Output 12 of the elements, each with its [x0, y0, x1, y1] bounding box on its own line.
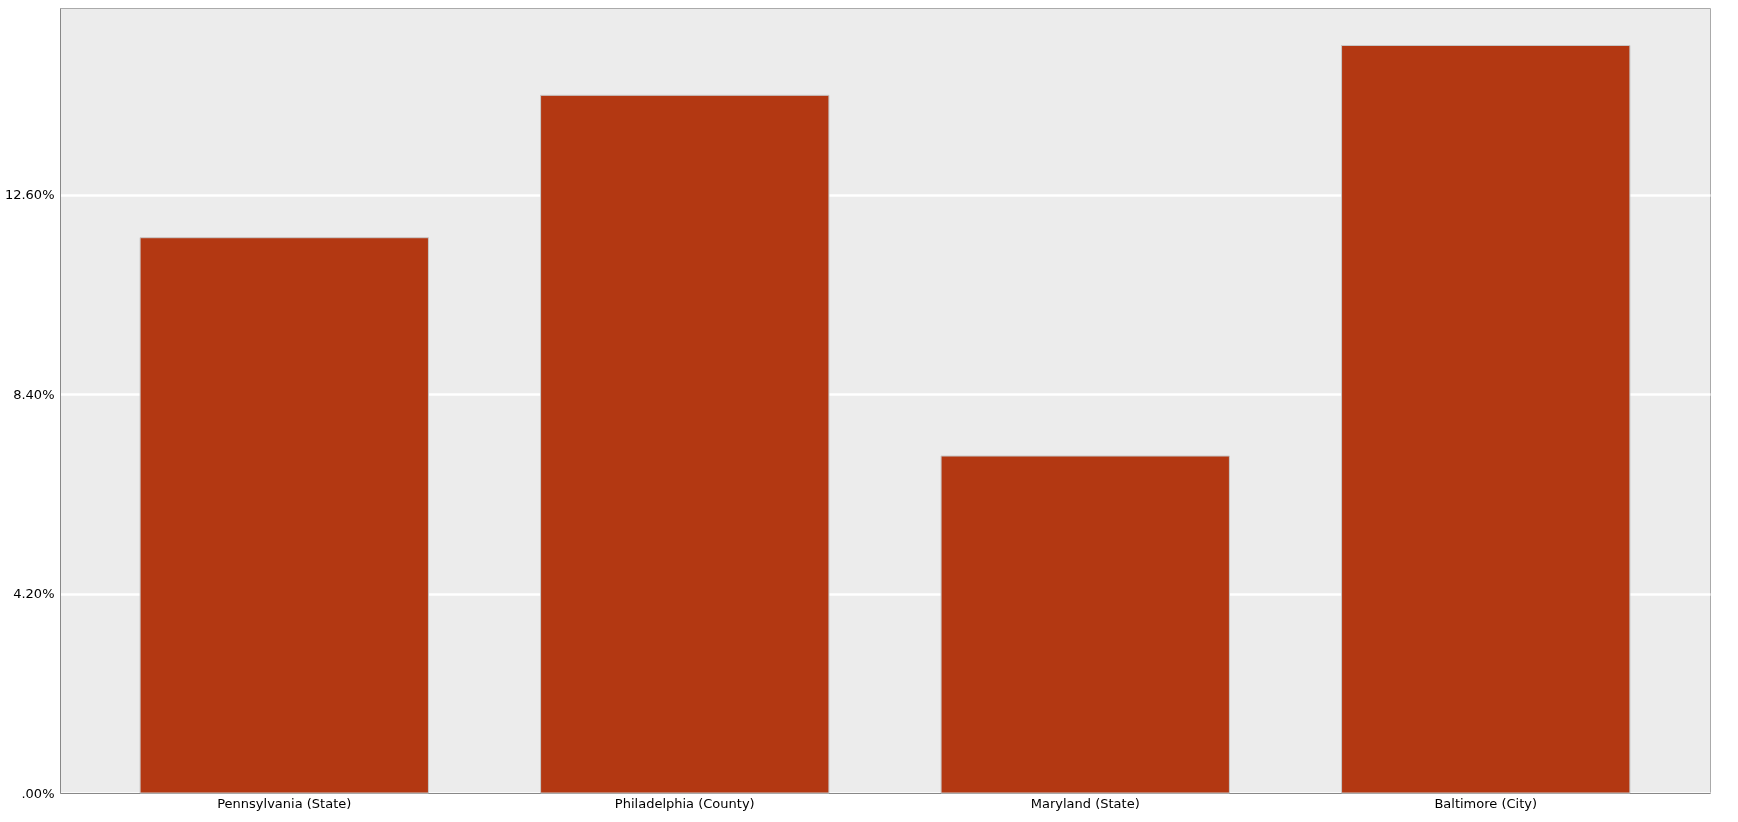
x-tick-label: Baltimore (City)	[1434, 795, 1538, 811]
bar	[940, 455, 1230, 794]
x-tick-label: Philadelphia (County)	[614, 795, 755, 811]
bar	[540, 94, 830, 794]
bar	[1341, 44, 1631, 794]
x-tick-label: Pennsylvania (State)	[217, 795, 352, 811]
y-tick-label: .00%	[21, 785, 55, 801]
y-tick-label: 12.60%	[4, 187, 55, 203]
y-tick-label: 8.40%	[13, 386, 55, 402]
x-tick-label: Maryland (State)	[1030, 795, 1140, 811]
bar	[139, 237, 429, 794]
y-tick-label: 4.20%	[13, 586, 55, 602]
